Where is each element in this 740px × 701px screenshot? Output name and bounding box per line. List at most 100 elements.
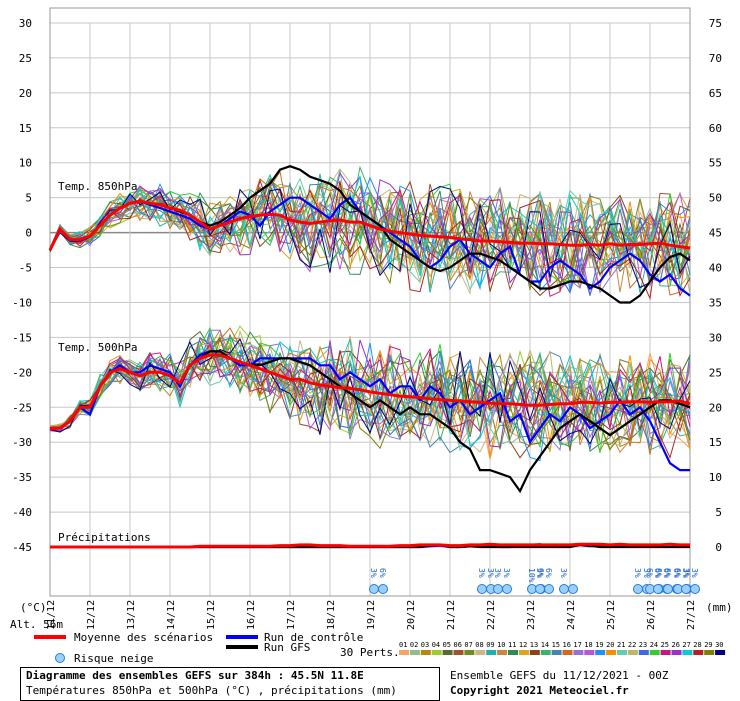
snow-risk-percent: 3% [535,568,544,578]
left-tick-label: 15 [19,122,32,135]
legend-mean-label: Moyenne des scénarios [74,631,213,644]
snowflake-icon [633,584,643,594]
snow-risk-percent: 3% [559,568,568,578]
right-tick-label: 20 [709,401,722,414]
legend-pert-id: 15 [552,641,560,649]
snow-risk-percent: 6% [378,568,387,578]
legend-pert-id: 27 [682,641,690,649]
legend-gfs-label: Run GFS [264,641,310,654]
left-tick-label: -25 [12,401,32,414]
x-date-label: 25/12 [606,600,617,630]
left-tick-label: -30 [12,436,32,449]
x-date-label: 18/12 [326,600,337,630]
legend-pert-swatch [409,650,420,655]
x-date-label: 27/12 [686,600,697,630]
legend-snowflake-icon [55,653,65,663]
legend-pert-swatch [617,650,627,655]
legend-pert-id: 05 [443,641,451,649]
legend-pert-swatch [486,650,497,655]
plot-frame [49,7,691,597]
legend-pert-swatch [497,650,508,655]
footer-subtitle: Températures 850hPa et 500hPa (°C) , pré… [26,684,397,697]
legend-pert-id: 29 [704,641,712,649]
right-tick-label: 35 [709,296,722,309]
snowflake-icon [653,584,663,594]
left-tick-label: 10 [19,157,32,170]
legend-pert-id: 30 [715,641,723,649]
left-unit-label: (°C) [20,601,47,614]
legend-pert-swatch [551,650,562,655]
perturbation-line [49,339,691,448]
right-tick-label: 45 [709,227,722,240]
series-line [50,350,690,472]
left-tick-label: -45 [12,541,32,554]
right-tick-label: 65 [709,87,722,100]
snowflake-icon [369,584,379,594]
chart-legend: Moyenne des scénarios Run de contrôleRun … [34,631,726,665]
series-line [48,199,691,251]
right-tick-label: 30 [709,331,722,344]
snow-risk-percent: 6% [654,568,663,578]
snow-risk-percent: 6% [544,568,553,578]
legend-pert-swatch [562,650,573,655]
legend-pert-id: 20 [606,641,614,649]
legend-pert-id: 13 [530,641,538,649]
legend-pert-id: 21 [617,641,625,649]
legend-pert-swatch [704,650,715,655]
legend-pert-id: 09 [486,641,494,649]
right-tick-label: 70 [709,52,722,65]
footer-title: Diagramme des ensembles GEFS sur 384h : … [26,669,364,682]
x-date-label: 26/12 [646,600,657,630]
perturbation-line [49,188,691,298]
snow-risk-percent: 6% [653,568,662,578]
perturbation-line [49,350,691,459]
legend-pert-swatch [627,650,638,655]
snow-risk-percent: 6% [645,568,654,578]
legend-pert-id: 11 [508,641,516,649]
legend-pert-id: 06 [454,641,462,649]
snowflake-icon [544,584,554,594]
legend-pert-swatch [584,650,595,655]
legend-pert-swatch [649,650,660,655]
legend-perts-label: 30 Perts. [340,646,400,659]
legend-pert-id: 03 [421,641,429,649]
left-tick-label: -10 [12,296,32,309]
legend-pert-id: 19 [595,641,603,649]
snow-risk-percent: 6% [662,568,671,578]
legend-pert-swatch [464,650,475,655]
perturbation-line [49,326,691,454]
snow-risk-percent: 3% [493,568,502,578]
snow-risk-percent: 3% [369,568,378,578]
right-tick-label: 15 [709,436,722,449]
x-date-label: 11/12 [46,600,57,630]
x-date-label: 23/12 [526,600,537,630]
x-date-label: 12/12 [86,600,97,630]
legend-pert-swatch [431,650,442,655]
label-precipitations: Précipitations [58,531,151,544]
legend-pert-id: 12 [519,641,527,649]
legend-pert-swatch [518,650,529,655]
right-tick-label: 50 [709,192,722,205]
footer-copyright: Copyright 2021 Meteociel.fr [450,684,629,697]
x-date-label: 24/12 [566,600,577,630]
legend-pert-swatch [715,650,726,655]
chart-grid [49,7,691,597]
snowflake-icon [378,584,388,594]
x-date-label: 17/12 [286,600,297,630]
snow-risk-percent: 6% [663,568,672,578]
perturbation-line [49,342,691,452]
snowflake-icon [681,584,691,594]
snow-risk-percent: 6% [673,568,682,578]
snow-risk-percent: 3% [477,568,486,578]
legend-pert-id: 10 [497,641,505,649]
left-tick-label: -15 [12,331,32,344]
legend-pert-swatch [638,650,649,655]
legend-pert-swatch [529,650,540,655]
label-temp-850: Temp. 850hPa [58,180,137,193]
legend-pert-id: 07 [464,641,472,649]
snow-risk-percent: 3% [690,568,699,578]
legend-pert-id: 08 [475,641,483,649]
x-date-label: 16/12 [246,600,257,630]
legend-pert-id: 02 [410,641,418,649]
perturbation-line [49,189,691,297]
